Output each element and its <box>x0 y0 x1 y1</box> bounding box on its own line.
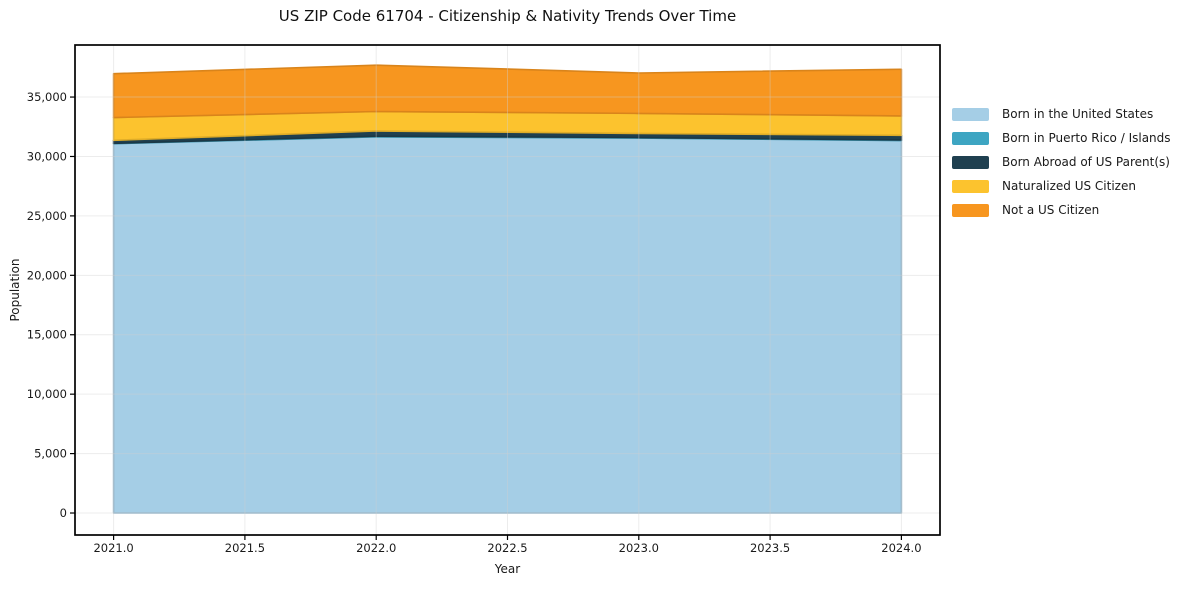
legend-label: Naturalized US Citizen <box>1002 179 1136 193</box>
y-tick-label: 25,000 <box>27 209 67 223</box>
legend-swatch <box>952 131 989 145</box>
legend-label: Born in Puerto Rico / Islands <box>1002 131 1171 145</box>
legend: Born in the United States Born in Puerto … <box>952 107 1171 227</box>
x-tick-label: 2022.0 <box>356 541 396 555</box>
x-tick-label: 2021.5 <box>225 541 265 555</box>
y-tick-label: 0 <box>60 506 67 520</box>
y-tick-label: 5,000 <box>34 447 67 461</box>
legend-item-born-in-the-united-states: Born in the United States <box>952 107 1171 121</box>
legend-item-naturalized-us-citizen: Naturalized US Citizen <box>952 179 1171 193</box>
y-axis-label: Population <box>8 258 22 322</box>
x-tick-label: 2021.0 <box>93 541 133 555</box>
y-tick-label: 20,000 <box>27 268 67 282</box>
legend-swatch <box>952 179 989 193</box>
legend-label: Born in the United States <box>1002 107 1154 121</box>
legend-label: Not a US Citizen <box>1002 203 1100 217</box>
legend-label: Born Abroad of US Parent(s) <box>1002 155 1170 169</box>
legend-item-born-abroad-of-us-parent-s: Born Abroad of US Parent(s) <box>952 155 1171 169</box>
legend-swatch <box>952 107 989 121</box>
legend-swatch <box>952 203 989 217</box>
x-axis-label: Year <box>494 562 521 576</box>
legend-swatch <box>952 155 989 169</box>
x-tick-label: 2023.5 <box>750 541 790 555</box>
y-tick-label: 35,000 <box>27 90 67 104</box>
chart-title: US ZIP Code 61704 - Citizenship & Nativi… <box>278 7 737 25</box>
x-tick-label: 2023.0 <box>619 541 659 555</box>
legend-item-born-in-puerto-rico-islands: Born in Puerto Rico / Islands <box>952 131 1171 145</box>
y-tick-label: 15,000 <box>27 328 67 342</box>
y-tick-label: 30,000 <box>27 149 67 163</box>
y-tick-label: 10,000 <box>27 387 67 401</box>
x-tick-label: 2024.0 <box>881 541 921 555</box>
area-not-a-us-citizen <box>112 64 903 119</box>
x-tick-label: 2022.5 <box>487 541 527 555</box>
legend-item-not-a-us-citizen: Not a US Citizen <box>952 203 1171 217</box>
